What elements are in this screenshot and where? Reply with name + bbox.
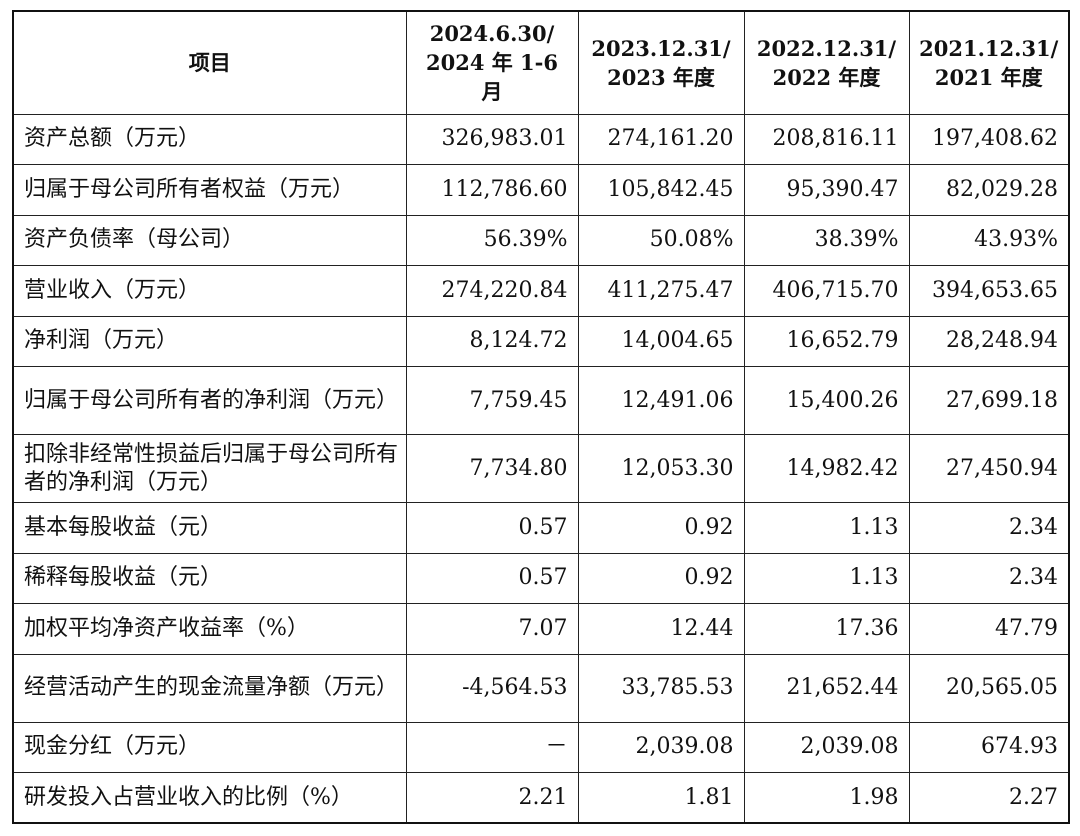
- cell-value: 406,715.70: [743, 265, 910, 317]
- table-row: 资产负债率（母公司） 56.39% 50.08% 38.39% 43.93%: [12, 214, 1070, 266]
- cell-value: 394,653.65: [908, 265, 1070, 317]
- cell-value: 105,842.45: [577, 164, 745, 216]
- table-row: 归属于母公司所有者的净利润（万元） 7,759.45 12,491.06 15,…: [12, 366, 1070, 435]
- cell-value: 27,450.94: [908, 434, 1070, 503]
- header-line: 月: [481, 79, 503, 105]
- cell-value: 0.92: [577, 552, 745, 604]
- header-line: 2024 年 1-6: [425, 50, 558, 76]
- cell-value: 33,785.53: [577, 653, 745, 723]
- cell-value: 21,652.44: [743, 653, 910, 723]
- cell-value: 12,053.30: [577, 434, 745, 503]
- cell-value: 28,248.94: [908, 315, 1070, 367]
- cell-value: 0.92: [577, 502, 745, 554]
- header-row: 项目 2024.6.30/ 2024 年 1-6 月 2023.12.31/ 2…: [12, 10, 1070, 115]
- table-row: 加权平均净资产收益率（%） 7.07 12.44 17.36 47.79: [12, 603, 1070, 655]
- row-label: 资产总额（万元）: [12, 113, 407, 165]
- cell-value: 38.39%: [743, 214, 910, 266]
- cell-value: 95,390.47: [743, 164, 910, 216]
- table-row: 资产总额（万元） 326,983.01 274,161.20 208,816.1…: [12, 113, 1070, 165]
- cell-value: 2,039.08: [743, 721, 910, 773]
- header-2022: 2022.12.31/ 2022 年度: [743, 10, 910, 115]
- header-2021: 2021.12.31/ 2021 年度: [908, 10, 1070, 115]
- header-line: 2022 年度: [772, 64, 881, 90]
- row-label: 经营活动产生的现金流量净额（万元）: [12, 653, 407, 723]
- cell-value: 20,565.05: [908, 653, 1070, 723]
- header-line: 2021 年度: [934, 64, 1043, 90]
- row-label: 加权平均净资产收益率（%）: [12, 603, 407, 655]
- row-label: 营业收入（万元）: [12, 265, 407, 317]
- header-line: 2021.12.31/: [919, 35, 1059, 61]
- row-label: 资产负债率（母公司）: [12, 214, 407, 266]
- cell-value: 112,786.60: [405, 164, 579, 216]
- row-label: 稀释每股收益（元）: [12, 552, 407, 604]
- header-line: 2023 年度: [607, 64, 715, 90]
- cell-value: 43.93%: [908, 214, 1070, 266]
- cell-value: 208,816.11: [743, 113, 910, 165]
- row-label: 研发投入占营业收入的比例（%）: [12, 772, 407, 824]
- table-row: 经营活动产生的现金流量净额（万元） -4,564.53 33,785.53 21…: [12, 653, 1070, 723]
- cell-value: 47.79: [908, 603, 1070, 655]
- cell-value: 2.21: [405, 772, 579, 824]
- header-line: 2023.12.31/: [591, 35, 731, 61]
- row-label: 现金分红（万元）: [12, 721, 407, 773]
- cell-value: 16,652.79: [743, 315, 910, 367]
- cell-value: 8,124.72: [405, 315, 579, 367]
- table-row: 归属于母公司所有者权益（万元） 112,786.60 105,842.45 95…: [12, 164, 1070, 216]
- cell-value: 674.93: [908, 721, 1070, 773]
- cell-value: 82,029.28: [908, 164, 1070, 216]
- financial-summary-table: 项目 2024.6.30/ 2024 年 1-6 月 2023.12.31/ 2…: [12, 10, 1070, 824]
- cell-value: 7.07: [405, 603, 579, 655]
- table-row: 基本每股收益（元） 0.57 0.92 1.13 2.34: [12, 502, 1070, 554]
- row-label: 归属于母公司所有者权益（万元）: [12, 164, 407, 216]
- cell-value: 2,039.08: [577, 721, 745, 773]
- table-row: 扣除非经常性损益后归属于母公司所有者的净利润（万元） 7,734.80 12,0…: [12, 434, 1070, 503]
- cell-value: 56.39%: [405, 214, 579, 266]
- cell-value: 197,408.62: [908, 113, 1070, 165]
- header-line: 2022.12.31/: [756, 35, 897, 61]
- cell-value: 0.57: [405, 552, 579, 604]
- row-label: 基本每股收益（元）: [12, 502, 407, 554]
- cell-value: 0.57: [405, 502, 579, 554]
- header-line: 2024.6.30/: [429, 21, 555, 47]
- header-2024h1: 2024.6.30/ 2024 年 1-6 月: [405, 10, 579, 115]
- cell-value: 12.44: [577, 603, 745, 655]
- cell-value: 7,734.80: [405, 434, 579, 503]
- cell-value: 14,004.65: [577, 315, 745, 367]
- cell-value: 2.34: [908, 552, 1070, 604]
- cell-value: 411,275.47: [577, 265, 745, 317]
- table-row: 现金分红（万元） － 2,039.08 2,039.08 674.93: [12, 721, 1070, 773]
- table-row: 营业收入（万元） 274,220.84 411,275.47 406,715.7…: [12, 265, 1070, 317]
- cell-value: 15,400.26: [743, 366, 910, 435]
- header-2023: 2023.12.31/ 2023 年度: [577, 10, 745, 115]
- cell-value: 17.36: [743, 603, 910, 655]
- cell-value: 274,220.84: [405, 265, 579, 317]
- row-label: 净利润（万元）: [12, 315, 407, 367]
- row-label: 归属于母公司所有者的净利润（万元）: [12, 366, 407, 435]
- cell-value: 1.13: [743, 552, 910, 604]
- cell-value: －: [405, 721, 579, 773]
- cell-value: 50.08%: [577, 214, 745, 266]
- header-line: 项目: [188, 50, 231, 76]
- cell-value: 7,759.45: [405, 366, 579, 435]
- cell-value: 14,982.42: [743, 434, 910, 503]
- cell-value: 326,983.01: [405, 113, 579, 165]
- header-item: 项目: [12, 10, 407, 115]
- cell-value: 1.98: [743, 772, 910, 824]
- cell-value: -4,564.53: [405, 653, 579, 723]
- cell-value: 12,491.06: [577, 366, 745, 435]
- row-label: 扣除非经常性损益后归属于母公司所有者的净利润（万元）: [12, 434, 407, 503]
- cell-value: 2.27: [908, 772, 1070, 824]
- cell-value: 1.13: [743, 502, 910, 554]
- financial-table-container: 项目 2024.6.30/ 2024 年 1-6 月 2023.12.31/ 2…: [12, 10, 1070, 824]
- cell-value: 2.34: [908, 502, 1070, 554]
- cell-value: 274,161.20: [577, 113, 745, 165]
- cell-value: 1.81: [577, 772, 745, 824]
- cell-value: 27,699.18: [908, 366, 1070, 435]
- table-row: 稀释每股收益（元） 0.57 0.92 1.13 2.34: [12, 552, 1070, 604]
- table-row: 研发投入占营业收入的比例（%） 2.21 1.81 1.98 2.27: [12, 772, 1070, 824]
- table-row: 净利润（万元） 8,124.72 14,004.65 16,652.79 28,…: [12, 315, 1070, 367]
